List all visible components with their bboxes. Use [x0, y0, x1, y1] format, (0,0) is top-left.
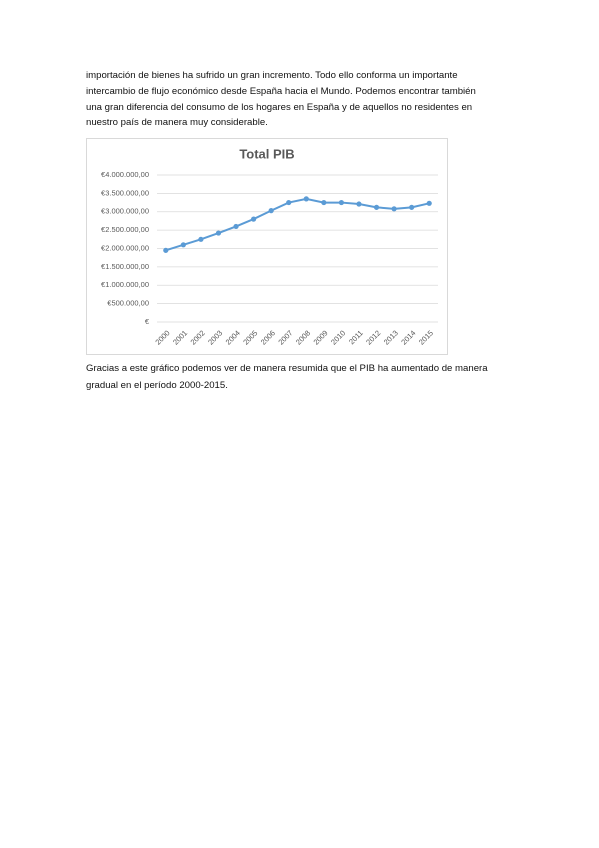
text-line: una gran diferencia del consumo de los h… — [86, 102, 473, 113]
data-point — [303, 196, 309, 202]
text-line: gradual en el período 2000-2015. — [86, 380, 228, 391]
y-tick-label: €1.000.000,00 — [101, 280, 149, 289]
y-tick-label: €1.500.000,00 — [101, 262, 149, 271]
text-line: importación de bienes ha sufrido un gran… — [86, 70, 458, 81]
data-point — [233, 223, 239, 230]
data-point — [338, 199, 345, 206]
data-point — [180, 242, 186, 248]
chart-title: Total PIB — [239, 146, 294, 161]
data-line — [165, 197, 430, 252]
y-tick-label: €4.000.000,00 — [101, 170, 149, 179]
data-point — [163, 247, 169, 253]
y-tick-label: €500.000,00 — [107, 299, 149, 308]
data-point — [198, 236, 204, 242]
y-tick-label: € — [145, 317, 150, 326]
data-point — [215, 230, 222, 236]
y-tick-label: €2.500.000,00 — [101, 225, 149, 234]
y-tick-label: €2.000.000,00 — [101, 243, 149, 252]
data-point — [268, 208, 274, 214]
data-point — [321, 199, 327, 206]
text-line: intercambio de flujo económico desde Esp… — [86, 86, 476, 97]
data-point — [373, 204, 380, 210]
y-tick-label: €3.500.000,00 — [101, 188, 149, 197]
data-point — [391, 206, 397, 212]
chart-frame — [86, 138, 448, 355]
chart: Total PIB € €500.000,00 €1.000.000,00 €1.50… — [86, 138, 448, 355]
data-point — [409, 204, 415, 210]
text-line: Gracias a este gráfico podemos ver de ma… — [86, 363, 488, 374]
text-line: nuestro país de manera muy considerable. — [86, 117, 268, 128]
y-tick-label: €3.000.000,00 — [101, 207, 149, 216]
data-point — [426, 200, 432, 206]
data-point — [356, 201, 362, 207]
data-point — [286, 199, 292, 206]
data-point — [250, 216, 257, 222]
